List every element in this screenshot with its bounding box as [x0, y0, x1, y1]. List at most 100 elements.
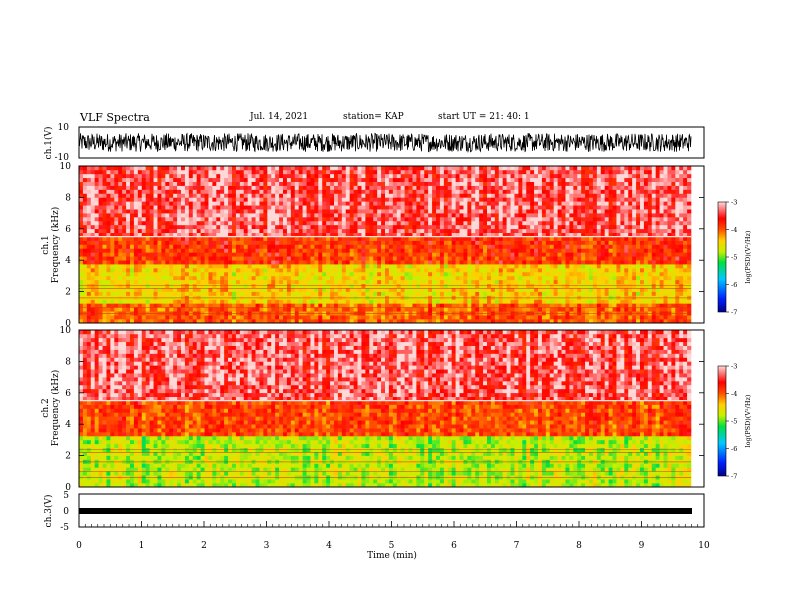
spectrogram-cell — [255, 220, 260, 226]
spectrogram-cell — [196, 279, 201, 285]
spectrogram-cell — [373, 228, 378, 234]
spectrogram-cell — [322, 189, 327, 194]
spectrogram-cell — [353, 260, 358, 265]
spectrogram-cell — [90, 181, 95, 186]
spectrogram-cell — [459, 189, 464, 194]
spectrogram-cell — [424, 189, 429, 194]
spectrogram-cell — [220, 213, 225, 218]
spectrogram-cell — [522, 275, 527, 281]
spectrogram-cell — [177, 260, 182, 265]
spectrogram-cell — [522, 201, 527, 206]
spectrogram-cell — [459, 244, 464, 249]
spectrogram-cell — [196, 264, 201, 269]
spectrogram-cell — [169, 268, 174, 273]
spectrogram-cell — [432, 244, 437, 249]
spectrogram-cell — [118, 248, 123, 253]
spectrogram-cell — [82, 315, 88, 320]
spectrogram-cell — [243, 185, 248, 190]
spectrogram-cell — [428, 205, 433, 210]
spectrogram-cell — [357, 275, 362, 281]
spectrogram-cell — [514, 228, 519, 234]
spectrogram-cell — [385, 189, 390, 194]
spectrogram-cell — [239, 244, 245, 249]
spectrogram-cell — [255, 189, 260, 194]
spectrogram-cell — [94, 193, 99, 198]
spectrogram-cell — [373, 166, 378, 171]
spectrogram-cell — [553, 217, 558, 222]
spectrogram-cell — [349, 181, 354, 186]
spectrogram-cell — [286, 205, 292, 210]
spectrogram-cell — [302, 189, 307, 194]
spectrogram-cell — [239, 228, 245, 234]
spectrogram-cell — [463, 201, 468, 206]
spectrogram-cell — [381, 213, 386, 218]
spectrogram-cell — [235, 205, 241, 210]
spectrogram-cell — [475, 283, 480, 288]
spectrogram-cell — [404, 189, 409, 194]
spectrogram-cell — [137, 315, 143, 320]
spectrogram-cell — [498, 197, 503, 202]
spectrogram-cell — [475, 279, 480, 285]
spectrogram-cell — [94, 197, 99, 202]
spectrogram-cell — [267, 169, 272, 175]
spectrogram-cell — [173, 307, 178, 312]
spectrogram-cell — [177, 169, 182, 175]
spectrogram-cell — [330, 260, 335, 265]
spectrogram-cell — [443, 205, 449, 210]
spectrogram-cell — [239, 217, 245, 222]
spectrogram-cell — [243, 228, 248, 234]
spectrogram-cell — [294, 260, 299, 265]
spectrogram-cell — [137, 268, 143, 273]
spectrogram-cell — [94, 279, 99, 285]
spectrogram-cell — [365, 217, 370, 222]
spectrogram-cell — [538, 271, 543, 277]
spectrogram-cell — [538, 279, 543, 285]
spectrogram-cell — [196, 271, 201, 277]
spectrogram-cell — [361, 252, 366, 257]
spectrogram-cell — [259, 283, 264, 288]
spectrogram-cell — [526, 275, 531, 281]
spectrogram-cell — [412, 224, 417, 230]
spectrogram-cell — [377, 264, 382, 269]
spectrogram-cell — [479, 283, 484, 288]
spectrogram-cell — [392, 279, 398, 285]
spectrogram-cell — [235, 177, 241, 182]
spectrogram-cell — [432, 193, 437, 198]
spectrogram-cell — [369, 264, 374, 269]
spectrogram-cell — [247, 275, 252, 281]
spectrogram-cell — [247, 283, 252, 288]
spectrogram-cell — [428, 252, 433, 257]
spectrogram-cell — [420, 213, 425, 218]
spectrogram-cell — [377, 279, 382, 285]
spectrogram-cell — [326, 275, 331, 281]
spectrogram-cell — [137, 283, 143, 288]
spectrogram-cell — [404, 173, 409, 179]
spectrogram-cell — [381, 177, 386, 182]
spectrogram-cell — [79, 197, 84, 202]
spectrogram-cell — [169, 252, 174, 257]
spectrogram-cell — [102, 169, 107, 175]
spectrogram-cell — [443, 240, 449, 245]
spectrogram-cell — [157, 275, 162, 281]
spectrogram-cell — [561, 173, 566, 179]
spectrogram-cell — [247, 299, 252, 304]
spectrogram-cell — [518, 220, 523, 226]
spectrogram-cell — [106, 209, 111, 214]
spectrogram-cell — [169, 260, 174, 265]
spectrogram-cell — [447, 209, 452, 214]
spectrogram-cell — [141, 209, 146, 214]
spectrogram-cell — [373, 244, 378, 249]
spectrogram-cell — [553, 177, 558, 182]
spectrogram-cell — [118, 291, 123, 296]
spectrogram-cell — [349, 169, 354, 175]
spectrogram-cell — [110, 185, 115, 190]
spectrogram-cell — [181, 268, 186, 273]
spectrogram-cell — [298, 264, 303, 269]
spectrogram-cell — [365, 252, 370, 257]
spectrogram-cell — [279, 271, 284, 277]
spectrogram-cell — [133, 173, 139, 179]
spectrogram-cell — [416, 268, 421, 273]
spectrogram-cell — [137, 264, 143, 269]
spectrogram-cell — [561, 228, 566, 234]
spectrogram-cell — [98, 193, 103, 198]
